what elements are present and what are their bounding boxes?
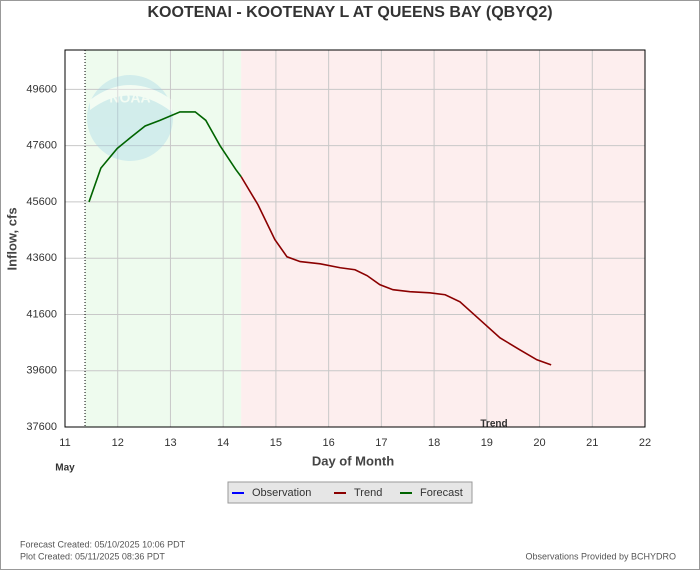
annotation: Trend xyxy=(480,419,507,430)
x-tick-label: 20 xyxy=(533,437,545,449)
x-tick-label: 16 xyxy=(323,437,335,449)
legend-label: Forecast xyxy=(420,487,463,499)
x-tick-label: 12 xyxy=(112,437,124,449)
x-tick-label: 13 xyxy=(164,437,176,449)
svg-text:NOAA: NOAA xyxy=(109,90,150,106)
x-tick-label: 11 xyxy=(59,437,70,449)
y-tick-label: 41600 xyxy=(26,308,57,320)
forecast-period xyxy=(85,50,242,427)
series-line xyxy=(240,176,552,366)
trend-period xyxy=(241,50,646,427)
y-axis-label: Inflow, cfs xyxy=(4,207,19,270)
y-tick-label: 43600 xyxy=(26,252,57,264)
y-tick-label: 39600 xyxy=(26,365,57,377)
plot-border xyxy=(64,49,646,428)
x-tick-label: 22 xyxy=(639,437,651,449)
series-line xyxy=(88,111,242,203)
footer-text: Forecast Created: 05/10/2025 10:06 PDT xyxy=(20,539,186,549)
month-label: May xyxy=(55,463,75,474)
x-axis-label: Day of Month xyxy=(312,453,394,468)
footer-text: Plot Created: 05/11/2025 08:36 PDT xyxy=(20,551,165,561)
x-tick-label: 18 xyxy=(428,437,440,449)
x-tick-label: 17 xyxy=(375,437,387,449)
x-tick-label: 15 xyxy=(270,437,282,449)
y-tick-label: 45600 xyxy=(26,196,57,208)
y-tick-label: 37600 xyxy=(26,421,57,433)
noaa-logo: NOAA xyxy=(87,75,173,161)
chart-title: KOOTENAI - KOOTENAY L AT QUEENS BAY (QBY… xyxy=(147,4,552,21)
x-tick-label: 21 xyxy=(586,437,598,449)
x-tick-label: 14 xyxy=(217,437,229,449)
legend-label: Observation xyxy=(252,487,311,499)
legend-label: Trend xyxy=(354,487,382,499)
legend xyxy=(227,481,473,504)
x-tick-label: 19 xyxy=(481,437,493,449)
y-tick-label: 47600 xyxy=(26,140,57,152)
y-tick-label: 49600 xyxy=(26,83,57,95)
footer-text: Observations Provided by BCHYDRO xyxy=(525,551,676,561)
